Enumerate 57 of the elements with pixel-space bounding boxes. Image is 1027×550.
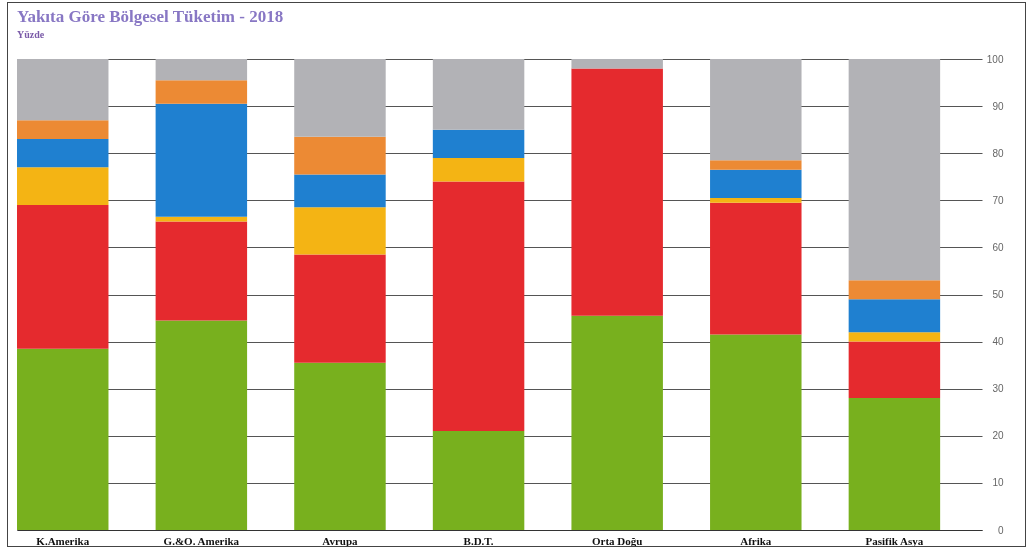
bar: [710, 169, 802, 198]
bar: [848, 299, 941, 333]
bar: [848, 59, 941, 281]
bar: [432, 157, 525, 182]
bar: [17, 205, 109, 349]
bar: [848, 341, 941, 399]
bar: [848, 398, 941, 530]
bar: [17, 59, 109, 121]
y-tick-label: 40: [992, 336, 1004, 348]
bar: [432, 59, 525, 130]
bar: [155, 59, 248, 81]
y-tick-label: 100: [986, 53, 1004, 65]
bar: [710, 59, 802, 161]
chart-title: Yakıta Göre Bölgesel Tüketim - 2018: [17, 7, 284, 26]
y-tick-label: 60: [992, 241, 1004, 253]
bar: [294, 59, 386, 137]
x-tick-label: Pasifik Asya: [865, 534, 924, 547]
bar: [571, 315, 663, 530]
bar: [848, 280, 941, 300]
bar: [294, 174, 386, 208]
y-tick-label: 30: [992, 383, 1004, 395]
x-tick-label: Orta Doğu: [591, 534, 643, 547]
bar: [17, 120, 109, 140]
y-tick-label: 90: [992, 100, 1004, 112]
x-tick-label: G.&O. Amerika: [163, 534, 240, 547]
bar: [155, 103, 248, 217]
bar: [155, 221, 248, 321]
x-tick-label: Afrika: [740, 534, 772, 547]
bar: [571, 59, 663, 69]
y-tick-label: 20: [992, 430, 1004, 442]
bar: [155, 80, 248, 104]
bar: [155, 320, 248, 530]
y-tick-label: 10: [992, 477, 1004, 489]
bar: [432, 129, 525, 158]
bar: [710, 160, 802, 170]
bar: [432, 431, 525, 530]
bar: [432, 181, 525, 432]
bar: [571, 68, 663, 316]
bar: [294, 136, 386, 175]
bar: [710, 334, 802, 530]
x-tick-label: Avrupa: [322, 534, 359, 547]
bar: [710, 202, 802, 335]
bar: [294, 362, 386, 530]
bar: [848, 332, 941, 342]
y-tick-label: 50: [992, 289, 1004, 300]
x-tick-label: K.Amerika: [36, 534, 90, 547]
bar: [17, 348, 109, 530]
y-tick-label: 0: [997, 524, 1004, 536]
y-tick-label: 70: [992, 194, 1004, 206]
bar: [17, 139, 109, 168]
bar: [17, 167, 109, 206]
y-tick-label: 80: [992, 147, 1004, 159]
bar: [294, 254, 386, 363]
x-tick-label: B.D.T.: [463, 534, 494, 547]
bar: [710, 197, 802, 203]
bar: [294, 207, 386, 255]
chart-subtitle: Yüzde: [17, 29, 45, 40]
